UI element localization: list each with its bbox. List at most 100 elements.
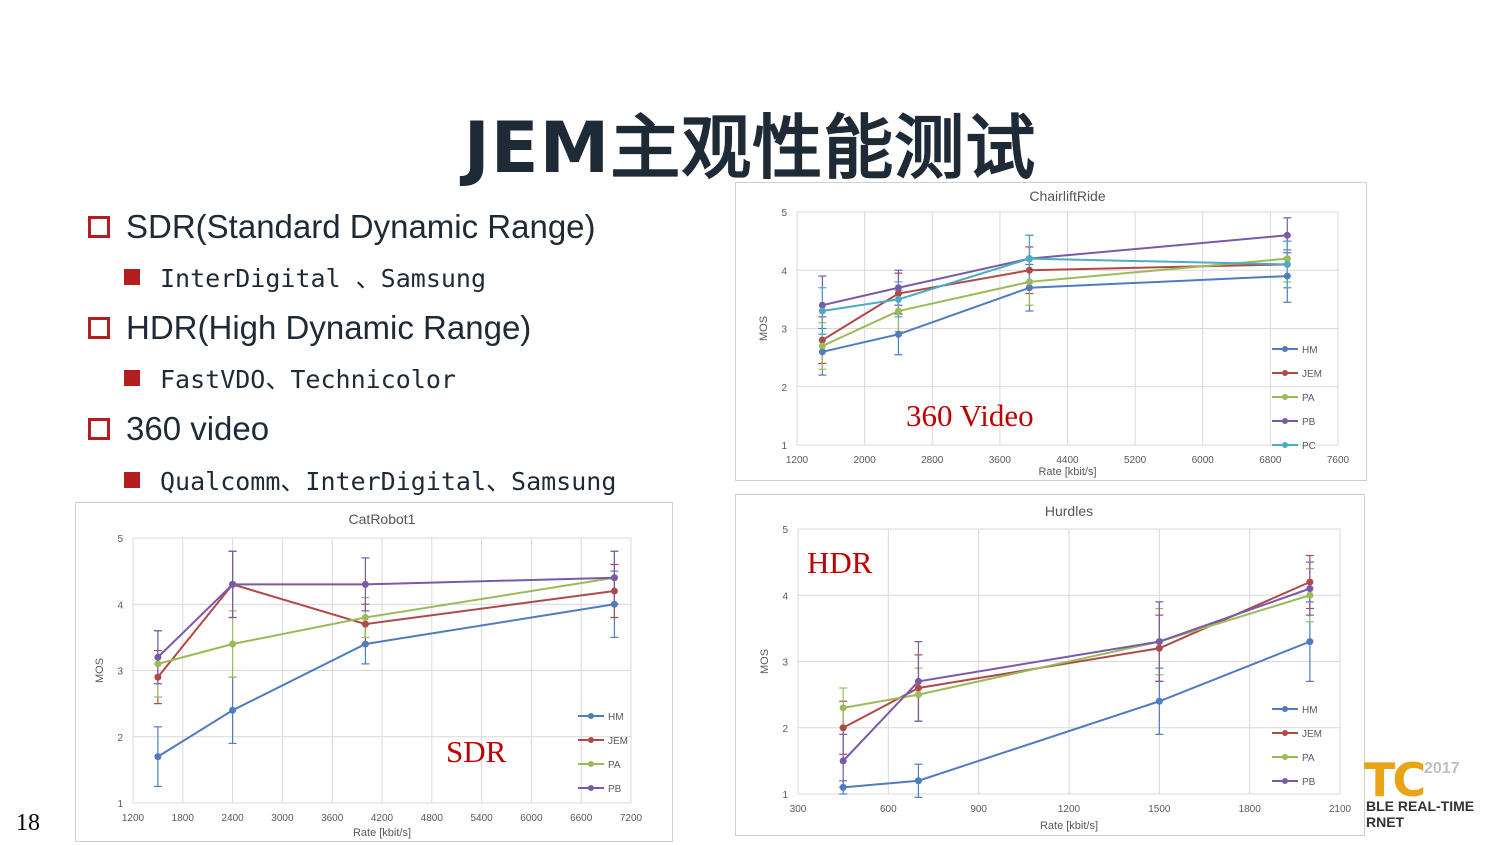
data-point — [1155, 697, 1163, 705]
data-point — [154, 673, 162, 681]
data-point — [1306, 591, 1314, 599]
series-line — [822, 257, 1288, 313]
y-tick-label: 4 — [781, 266, 787, 277]
data-point — [1155, 644, 1163, 652]
chart-title: Hurdles — [1045, 503, 1093, 519]
chart-hurdles: Hurdles 1 2 3 4 5 300 600 900 1200 1500 1800 2100 Rat… — [735, 494, 1365, 836]
chart-catrobot: CatRobot1 1 2 3 4 5 1200 1800 2400 3000 3600 4200 48… — [75, 502, 673, 842]
legend-swatch-marker — [588, 713, 594, 719]
chart-chairlift: ChairliftRide 1 2 3 4 5 1200 2000 2800 3600 4400 52… — [735, 182, 1367, 481]
chart-catrobot-svg: CatRobot1 1 2 3 4 5 1200 1800 2400 3000 3600 4200 48… — [94, 511, 643, 839]
legend-swatch-marker — [1282, 370, 1288, 376]
data-point — [894, 284, 902, 292]
legend-label: PB — [1302, 777, 1316, 788]
bullet-label: SDR(Standard Dynamic Range) — [126, 208, 596, 245]
sub-bullet-label: Qualcomm、InterDigital、Samsung — [160, 467, 617, 496]
y-axis-label: MOS — [94, 658, 106, 683]
data-point — [818, 342, 826, 350]
x-tick-label: 4200 — [371, 813, 394, 824]
data-point — [1025, 278, 1033, 286]
legend-swatch-marker — [1282, 418, 1288, 424]
legend-label: JEM — [1302, 369, 1322, 380]
data-point — [361, 614, 369, 621]
y-tick-label: 1 — [117, 799, 123, 810]
y-tick-label: 2 — [782, 724, 788, 735]
legend-label: HM — [1302, 345, 1318, 356]
series-line — [842, 594, 1311, 709]
sdr-overlay-label: SDR — [446, 734, 507, 769]
data-point — [1025, 255, 1033, 263]
sub-bullet-360: Qualcomm、InterDigital、Samsung — [124, 462, 616, 498]
x-tick-label: 6600 — [570, 813, 593, 824]
data-point — [154, 660, 162, 668]
x-tick-label: 2800 — [921, 455, 944, 466]
y-tick-label: 3 — [781, 325, 787, 336]
y-tick-label: 3 — [782, 658, 788, 669]
y-tick-label: 1 — [781, 441, 787, 452]
logo-mark: TC — [1364, 758, 1426, 807]
data-point — [610, 600, 618, 608]
x-tick-label: 300 — [790, 804, 807, 815]
data-point — [1306, 585, 1314, 593]
data-point — [818, 336, 826, 344]
data-point — [229, 706, 237, 714]
data-point — [1306, 578, 1314, 586]
x-tick-label: 7200 — [620, 813, 643, 824]
sub-bullet-label: FastVDO、Technicolor — [160, 365, 456, 394]
y-axis-label: MOS — [759, 649, 771, 674]
y-tick-label: 2 — [117, 733, 123, 744]
y-tick-label: 5 — [117, 534, 123, 545]
page-title: JEM主观性能测试 — [463, 107, 1037, 189]
data-point — [818, 301, 826, 309]
y-tick-label: 5 — [782, 525, 788, 536]
chart-title: CatRobot1 — [349, 511, 416, 527]
legend-label: PA — [608, 760, 621, 771]
data-point — [894, 295, 902, 303]
data-point — [914, 777, 922, 785]
data-point — [1283, 260, 1291, 268]
legend-swatch-marker — [1282, 346, 1288, 352]
data-point — [914, 677, 922, 685]
hollow-square-icon — [88, 216, 110, 238]
x-tick-label: 3600 — [989, 455, 1012, 466]
x-axis-label: Rate [kbit/s] — [1038, 466, 1096, 478]
data-point — [229, 580, 237, 588]
data-point — [914, 684, 922, 692]
y-tick-label: 5 — [781, 208, 787, 219]
data-point — [818, 307, 826, 315]
x-tick-label: 1200 — [1058, 804, 1081, 815]
data-point — [914, 691, 922, 699]
data-point — [154, 653, 162, 661]
chart-hurdles-svg: Hurdles 1 2 3 4 5 300 600 900 1200 1500 1800 2100 Rat… — [759, 503, 1352, 832]
legend-label: PC — [1302, 441, 1316, 452]
x-tick-label: 1800 — [172, 813, 195, 824]
y-tick-label: 3 — [117, 667, 123, 678]
data-point — [1283, 255, 1291, 263]
x-axis-label: Rate [kbit/s] — [353, 827, 411, 839]
legend-label: JEM — [608, 736, 628, 747]
x-tick-label: 6800 — [1259, 455, 1282, 466]
data-point — [839, 704, 847, 712]
data-point — [610, 587, 618, 595]
legend-label: JEM — [1302, 729, 1322, 740]
y-tick-label: 4 — [117, 600, 123, 611]
series-line — [821, 263, 1288, 342]
series-line — [821, 257, 1288, 347]
legend-swatch-marker — [1282, 394, 1288, 400]
y-tick-label: 2 — [781, 383, 787, 394]
x-tick-label: 7600 — [1327, 455, 1350, 466]
hollow-square-icon — [88, 418, 110, 440]
x-tick-label: 2100 — [1329, 804, 1352, 815]
x-tick-label: 1200 — [786, 455, 809, 466]
x-tick-label: 2000 — [854, 455, 877, 466]
series-line — [842, 587, 1311, 762]
data-point — [229, 640, 237, 648]
legend-swatch-marker — [1282, 730, 1288, 736]
data-point — [894, 307, 902, 315]
data-point — [1155, 638, 1163, 646]
legend-swatch-marker — [1282, 778, 1288, 784]
series-line — [157, 576, 615, 665]
x-tick-label: 6000 — [520, 813, 543, 824]
legend-label: PA — [1302, 393, 1315, 404]
legend-label: HM — [1302, 705, 1318, 716]
